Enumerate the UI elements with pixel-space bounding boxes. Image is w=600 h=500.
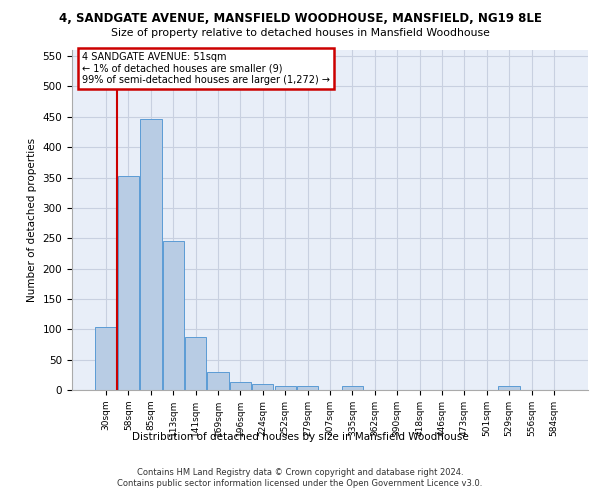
Bar	[118, 176, 139, 390]
Bar	[208, 372, 229, 390]
Bar	[163, 240, 184, 390]
Bar	[185, 336, 206, 390]
Bar	[499, 386, 520, 390]
Bar	[297, 386, 318, 390]
Text: 4 SANDGATE AVENUE: 51sqm
← 1% of detached houses are smaller (9)
99% of semi-det: 4 SANDGATE AVENUE: 51sqm ← 1% of detache…	[82, 52, 331, 85]
Text: 4, SANDGATE AVENUE, MANSFIELD WOODHOUSE, MANSFIELD, NG19 8LE: 4, SANDGATE AVENUE, MANSFIELD WOODHOUSE,…	[59, 12, 541, 26]
Text: Distribution of detached houses by size in Mansfield Woodhouse: Distribution of detached houses by size …	[131, 432, 469, 442]
Bar	[275, 386, 296, 390]
Bar	[95, 328, 117, 390]
Text: Contains HM Land Registry data © Crown copyright and database right 2024.
Contai: Contains HM Land Registry data © Crown c…	[118, 468, 482, 487]
Y-axis label: Number of detached properties: Number of detached properties	[27, 138, 37, 302]
Bar	[140, 118, 161, 390]
Bar	[342, 386, 363, 390]
Bar	[230, 382, 251, 390]
Text: Size of property relative to detached houses in Mansfield Woodhouse: Size of property relative to detached ho…	[110, 28, 490, 38]
Bar	[252, 384, 274, 390]
